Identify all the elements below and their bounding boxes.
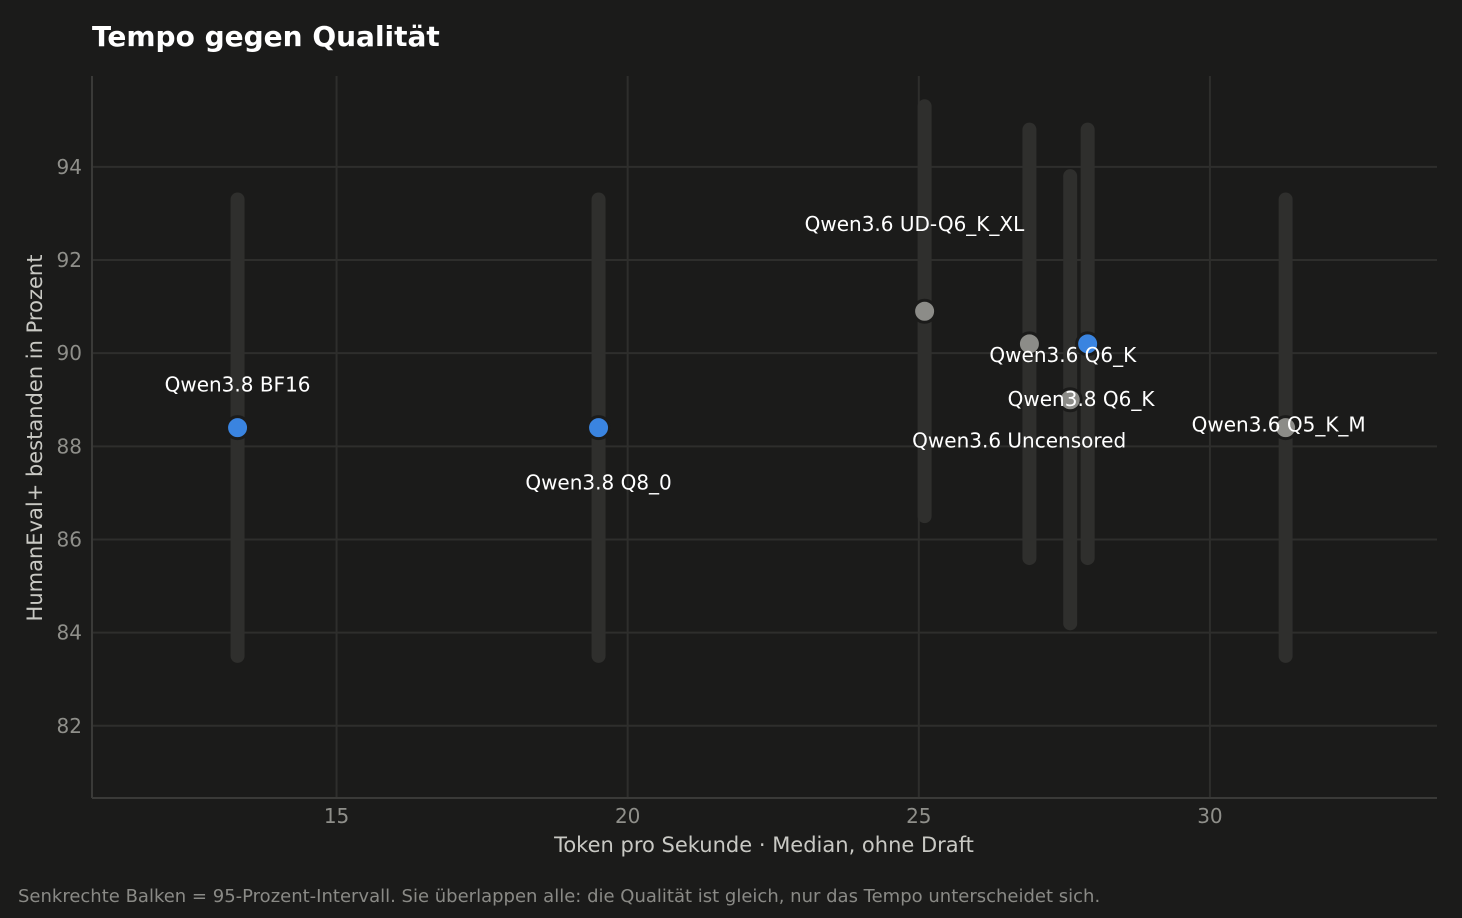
y-tick-label: 82: [57, 714, 82, 738]
data-point: [1057, 387, 1083, 413]
point-label: Qwen3.6 Q6_K: [989, 343, 1137, 367]
x-axis-label: Token pro Sekunde · Median, ohne Draft: [553, 833, 974, 857]
axis-layer: 15 20 25 30 82 84 86 88 90 92 94: [57, 76, 1437, 828]
y-tick-label: 84: [57, 621, 82, 645]
point-label: Qwen3.6 Q5_K_M: [1192, 413, 1366, 437]
x-tick-label: 25: [906, 804, 931, 828]
point-label: Qwen3.8 Q8_0: [525, 471, 671, 495]
point-label: Qwen3.6 Uncensored: [912, 429, 1126, 453]
y-tick-label: 86: [57, 527, 82, 551]
data-point: [912, 298, 938, 324]
y-tick-label: 90: [57, 341, 82, 365]
point-label-layer: Qwen3.8 BF16 Qwen3.8 Q8_0 Qwen3.6 UD-Q6_K_…: [165, 212, 1366, 494]
y-axis-label: HumanEval+ bestanden in Prozent: [23, 255, 47, 622]
data-point: [1273, 415, 1299, 441]
data-point: [1016, 331, 1042, 357]
data-point: [586, 415, 612, 441]
point-label: Qwen3.6 UD-Q6_K_XL: [805, 212, 1026, 236]
data-point: [1075, 331, 1101, 357]
data-point: [225, 415, 251, 441]
chart-title: Tempo gegen Qualität: [92, 20, 440, 53]
y-tick-label: 92: [57, 248, 82, 272]
point-label: Qwen3.8 Q6_K: [1008, 387, 1156, 411]
y-tick-label: 88: [57, 434, 82, 458]
x-tick-label: 20: [615, 804, 640, 828]
interval-bar-layer: [230, 99, 1293, 663]
x-tick-label: 30: [1197, 804, 1222, 828]
chart-footnote: Senkrechte Balken = 95-Prozent-Intervall…: [18, 886, 1101, 907]
point-label: Qwen3.8 BF16: [165, 373, 311, 397]
grid-layer: [92, 76, 1437, 798]
point-layer: [225, 298, 1299, 441]
x-tick-label: 15: [324, 804, 349, 828]
y-tick-label: 94: [57, 155, 82, 179]
